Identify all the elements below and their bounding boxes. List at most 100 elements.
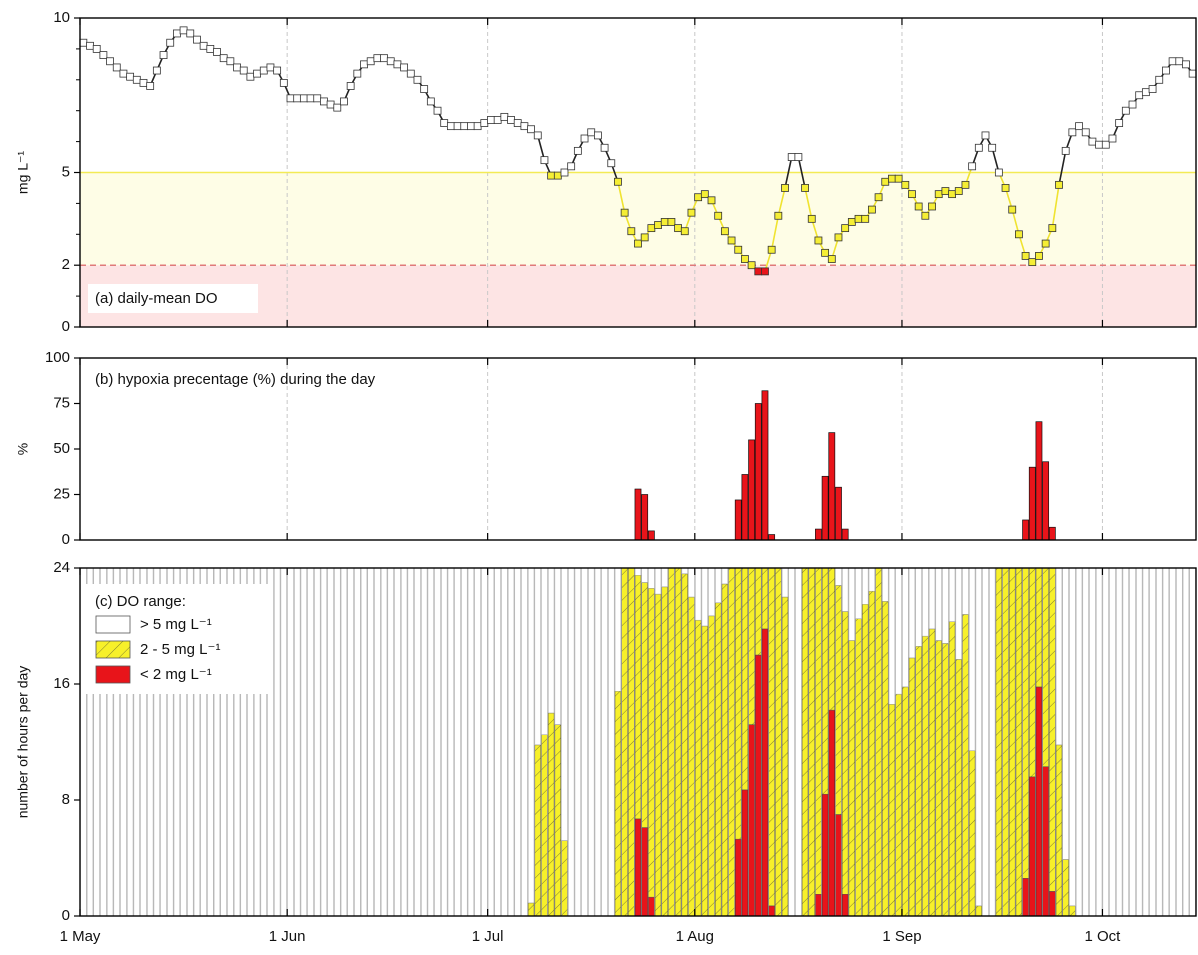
marker — [467, 122, 475, 131]
bar — [634, 488, 642, 541]
bar — [521, 567, 528, 917]
marker — [540, 156, 549, 165]
bar-hatch — [922, 636, 929, 916]
bar — [962, 567, 969, 615]
marker — [1148, 85, 1157, 93]
bar — [1176, 567, 1183, 917]
legend-swatch — [95, 615, 131, 634]
marker — [968, 162, 977, 171]
x-tick-label: 1 Oct — [1085, 928, 1122, 945]
bar-hatch — [675, 568, 682, 916]
marker — [767, 245, 776, 254]
bar — [1122, 567, 1130, 917]
bar-hatch — [995, 568, 1002, 916]
bar — [340, 567, 348, 917]
marker — [1101, 140, 1110, 149]
marker — [908, 190, 916, 199]
bar — [347, 567, 354, 917]
bar — [641, 567, 648, 583]
bar — [821, 475, 829, 541]
bar — [708, 567, 715, 617]
bar — [922, 567, 929, 637]
bar — [481, 567, 488, 917]
bar-hatch — [768, 568, 775, 906]
y-tick-label: 10 — [53, 9, 70, 26]
bar-hatch — [855, 618, 862, 916]
marker — [954, 187, 963, 195]
bar — [1022, 519, 1029, 541]
marker — [801, 184, 809, 192]
marker — [634, 239, 642, 248]
bar — [387, 567, 394, 917]
marker — [700, 190, 709, 199]
bar — [948, 567, 956, 622]
bar — [902, 567, 909, 688]
bar-hatch — [621, 568, 628, 916]
bar — [608, 567, 615, 917]
marker — [166, 38, 175, 47]
bar — [641, 494, 649, 541]
y-tick-label: 24 — [53, 559, 70, 576]
bar-hatch — [655, 594, 661, 916]
bar — [1115, 567, 1123, 917]
marker — [594, 131, 602, 140]
bar — [688, 567, 695, 598]
bar — [1142, 567, 1150, 917]
bar — [647, 530, 655, 541]
marker — [139, 78, 148, 87]
bar — [441, 567, 448, 917]
marker — [500, 112, 509, 121]
marker — [1162, 66, 1170, 75]
marker — [1001, 184, 1010, 192]
bar — [1169, 567, 1176, 917]
marker — [179, 26, 188, 35]
marker — [680, 227, 689, 236]
bar-hatch — [641, 582, 648, 828]
marker — [1075, 122, 1083, 131]
bar — [561, 567, 568, 841]
y-tick-label: 25 — [53, 485, 70, 502]
annotation: (a) daily-mean DO — [95, 290, 218, 307]
marker — [520, 122, 529, 131]
marker — [861, 214, 870, 223]
bar — [654, 567, 662, 595]
y-tick-label: 16 — [53, 675, 70, 692]
bar — [641, 827, 648, 917]
bar-hatch — [1049, 568, 1056, 892]
bar — [507, 567, 515, 917]
marker — [420, 85, 429, 93]
bar — [895, 567, 902, 695]
bar — [1075, 567, 1083, 917]
marker — [1015, 230, 1023, 239]
bar-hatch — [1022, 568, 1029, 879]
bar-hatch — [862, 604, 869, 916]
bar-hatch — [1042, 568, 1049, 767]
bar — [514, 567, 521, 917]
line-segment — [1058, 150, 1067, 186]
marker — [413, 75, 422, 84]
marker — [667, 218, 676, 226]
marker — [1081, 128, 1090, 137]
bar — [741, 789, 749, 917]
marker — [687, 208, 696, 217]
marker — [587, 128, 596, 137]
bar-hatch — [975, 905, 982, 916]
marker — [426, 97, 435, 106]
bar — [741, 474, 749, 541]
bar — [968, 567, 976, 751]
marker — [741, 255, 749, 263]
bar — [1082, 567, 1089, 917]
marker — [600, 143, 609, 152]
bar — [754, 403, 762, 541]
marker — [694, 193, 703, 202]
bar — [1102, 567, 1109, 917]
marker — [226, 57, 235, 66]
bar — [815, 528, 822, 541]
bar — [1089, 567, 1096, 917]
marker — [720, 227, 729, 236]
bar-hatch — [735, 568, 742, 840]
bar — [354, 567, 361, 917]
marker — [1095, 140, 1104, 149]
bar — [1162, 567, 1170, 917]
bar — [828, 432, 836, 541]
